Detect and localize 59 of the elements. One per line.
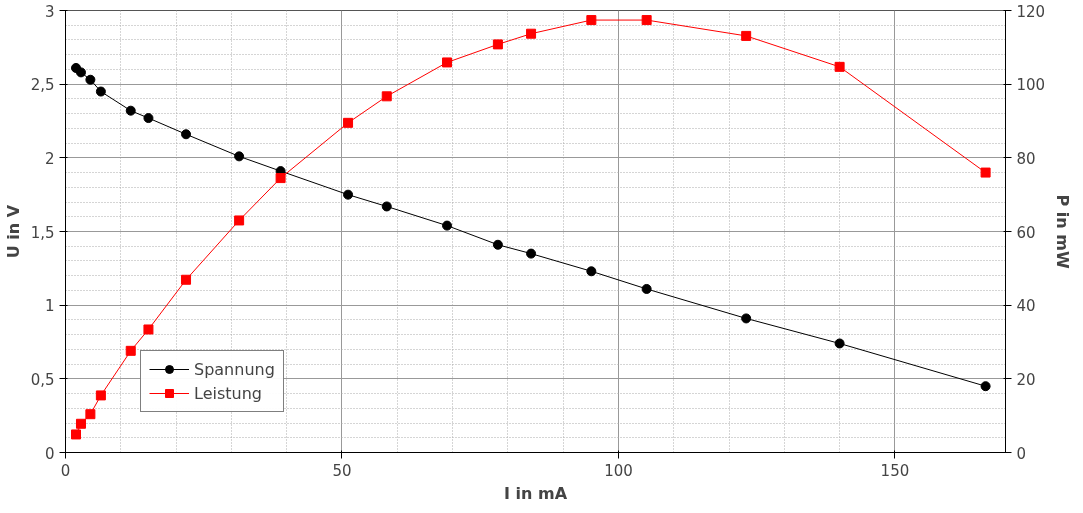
point [95, 390, 106, 401]
point [834, 61, 845, 72]
point [442, 57, 453, 68]
point [343, 117, 354, 128]
y-axis-title: U in V [3, 204, 23, 259]
point [234, 215, 245, 226]
point [181, 129, 192, 140]
point [125, 105, 136, 116]
y-tick-label: 2 [44, 149, 55, 168]
point [834, 338, 845, 349]
point [181, 274, 192, 285]
point [85, 409, 96, 420]
legend-label: Spannung [194, 359, 275, 379]
x-tick-label: 100 [604, 461, 633, 480]
point [343, 189, 354, 200]
y-tick-label: 3 [44, 2, 55, 21]
point [492, 39, 503, 50]
point [741, 313, 752, 324]
point [586, 15, 597, 26]
point [586, 266, 597, 277]
point [143, 113, 154, 124]
point [442, 220, 453, 231]
y-tick-label: 1,5 [30, 223, 55, 242]
point [526, 28, 537, 39]
point [71, 429, 82, 440]
point [381, 201, 392, 212]
point [980, 381, 991, 392]
y2-tick-label: 40 [1016, 297, 1036, 316]
y-tick-label: 0,5 [30, 370, 55, 389]
y2-tick-label: 20 [1016, 370, 1036, 389]
y-tick-label: 0 [44, 444, 55, 463]
point [75, 67, 86, 78]
y-tick-label: 2,5 [30, 76, 55, 95]
point [75, 418, 86, 429]
point [143, 324, 154, 335]
y2-tick-label: 60 [1016, 223, 1036, 242]
point [641, 15, 652, 26]
y2-tick-label: 80 [1016, 149, 1036, 168]
point [381, 91, 392, 102]
x-axis-title: I in mA [503, 483, 568, 503]
point [125, 345, 136, 356]
y2-axis-title: P in mW [1053, 194, 1073, 269]
x-tick-label: 0 [60, 461, 71, 480]
point [85, 74, 96, 85]
point [234, 151, 245, 162]
point [492, 239, 503, 250]
point [95, 86, 106, 97]
point [980, 167, 991, 178]
y-tick-label: 1 [44, 297, 55, 316]
x-tick-label: 50 [332, 461, 352, 480]
y2-tick-label: 100 [1016, 76, 1046, 95]
point [741, 30, 752, 41]
x-tick-label: 150 [880, 461, 910, 480]
y2-tick-label: 120 [1016, 2, 1046, 21]
point [275, 173, 286, 184]
y2-tick-label: 0 [1016, 444, 1027, 463]
point [526, 248, 537, 259]
legend-label: Leistung [194, 383, 262, 403]
point [641, 283, 652, 294]
